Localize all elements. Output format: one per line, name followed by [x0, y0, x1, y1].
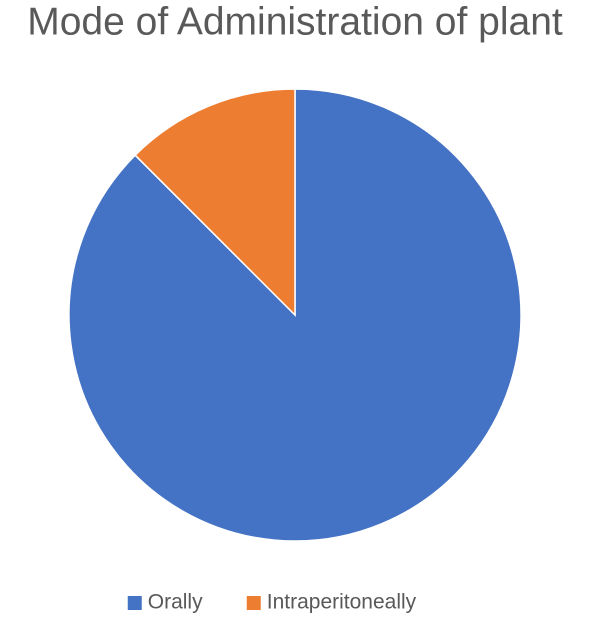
legend-swatch [127, 596, 142, 610]
legend-label: Intraperitoneally [267, 591, 417, 614]
legend-swatch [246, 596, 261, 610]
chart-title: Mode of Administration of plant [27, 0, 563, 43]
legend-label: Orally [148, 591, 203, 614]
pie-slice [134, 88, 296, 317]
